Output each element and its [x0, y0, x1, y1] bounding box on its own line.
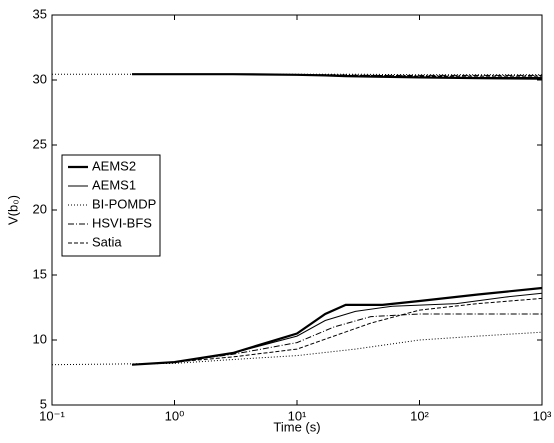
series-line [51, 331, 543, 366]
series-line [131, 313, 542, 366]
y-axis-label: V(b₀) [5, 195, 20, 225]
y-tick-label: 5 [40, 396, 47, 411]
legend-label: BI-POMDP [92, 196, 156, 211]
legend-label: HSVI-BFS [92, 215, 152, 230]
x-tick-label: 10¹ [288, 408, 307, 423]
series-line [132, 73, 542, 77]
y-tick-label: 25 [33, 136, 47, 151]
y-tick-label: 35 [33, 6, 47, 21]
x-tick-label: 10² [410, 408, 429, 423]
y-tick-label: 20 [33, 201, 47, 216]
x-tick-label: 10³ [533, 408, 552, 423]
x-tick-label: 10⁻¹ [39, 408, 65, 423]
legend-box [61, 154, 161, 257]
legend-label: AEMS2 [92, 158, 136, 173]
y-tick-label: 30 [33, 71, 47, 86]
series-line [131, 297, 543, 366]
series-line [131, 292, 543, 366]
x-tick-label: 10⁰ [165, 408, 185, 423]
series-line [132, 73, 542, 76]
y-tick-label: 10 [33, 331, 47, 346]
legend-label: AEMS1 [92, 177, 136, 192]
x-axis-label: Time (s) [273, 419, 320, 434]
legend-label: Satia [92, 234, 122, 249]
y-tick-label: 15 [33, 266, 47, 281]
